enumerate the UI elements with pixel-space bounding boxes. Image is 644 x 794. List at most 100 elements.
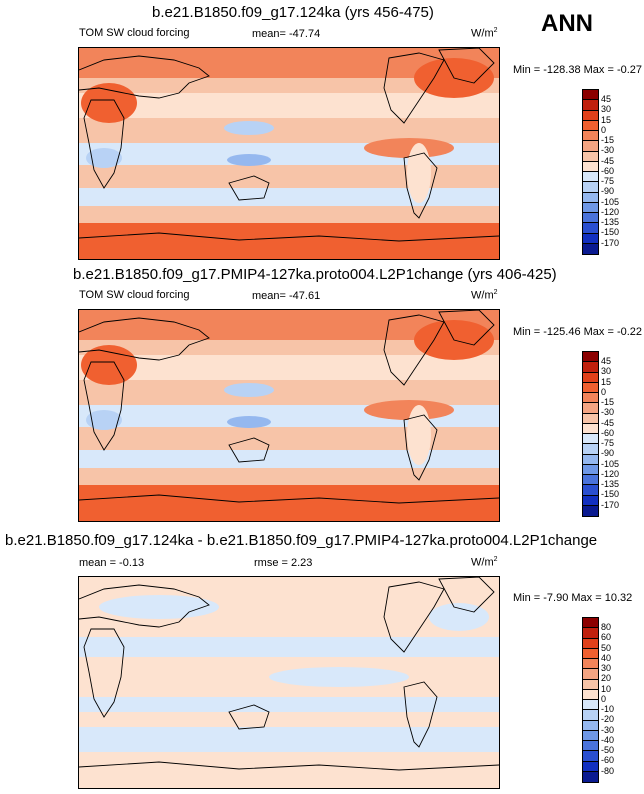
panel-3-colorbar-swatch	[583, 730, 598, 741]
panel-3-colorbar-label: 80	[601, 622, 612, 632]
panel-1-minmax: Min = -128.38 Max = -0.27	[513, 64, 643, 76]
panel-3-colorbar-label: -80	[601, 766, 615, 776]
panel-3-colorbar-label: 40	[601, 653, 612, 663]
panel-2-colorbar-swatch	[583, 423, 598, 434]
panel-3-colorbar-swatch	[583, 648, 598, 659]
panel-3-colorbar-label: -20	[601, 714, 615, 724]
panel-1-colorbar-swatch	[583, 182, 598, 193]
panel-3-minmax: Min = -7.90 Max = 10.32	[513, 592, 633, 604]
panel-3-colorbar-label: 10	[601, 684, 612, 694]
panel-2-colorbar-label: -75	[601, 438, 615, 448]
panel-1-colorbar-swatch	[583, 151, 598, 162]
panel-2-colorbar-label: -45	[601, 418, 615, 428]
panel-1-colorbar-swatch	[583, 110, 598, 121]
panel-2-colorbar-label: 45	[601, 356, 612, 366]
panel-1-units: W/m2	[471, 27, 498, 40]
panel-1-colorbar-label: -15	[601, 135, 615, 145]
panel-2-colorbar-swatch	[583, 413, 598, 424]
panel-2-colorbar	[582, 351, 599, 517]
panel-2-units: W/m2	[471, 289, 498, 302]
panel-2-colorbar-label: -60	[601, 428, 615, 438]
panel-2-map	[78, 309, 500, 522]
panel-2-colorbar-swatch	[583, 403, 598, 414]
panel-3-colorbar-label: -40	[601, 735, 615, 745]
panel-1-colorbar-label: -45	[601, 156, 615, 166]
panel-1-colorbar-label: -170	[601, 238, 620, 248]
panel-3-rmse: rmse = 2.23	[254, 557, 313, 569]
panel-3-colorbar-label: -60	[601, 755, 615, 765]
panel-2-colorbar-label: -30	[601, 407, 615, 417]
panel-1-colorbar-label: 30	[601, 104, 612, 114]
panel-3-colorbar-swatch	[583, 761, 598, 772]
panel-2-colorbar-label: -150	[601, 489, 620, 499]
panel-2-colorbar-label: -135	[601, 479, 620, 489]
panel-2-colorbar-swatch	[583, 393, 598, 404]
panel-2-colorbar-label: 0	[601, 387, 607, 397]
panel-1-colorbar-label: -135	[601, 217, 620, 227]
panel-3-units: W/m2	[471, 556, 498, 569]
panel-1-colorbar-label: -150	[601, 227, 620, 237]
panel-1-colorbar-label: -75	[601, 176, 615, 186]
panel-3-colorbar-swatch	[583, 741, 598, 752]
panel-2-colorbar-swatch	[583, 382, 598, 393]
panel-1-colorbar-swatch	[583, 243, 598, 254]
panel-3-colorbar	[582, 617, 599, 783]
panel-3-colorbar-swatch	[583, 689, 598, 700]
panel-1-colorbar-swatch	[583, 161, 598, 172]
panel-2-colorbar-swatch	[583, 495, 598, 506]
panel-2-colorbar-swatch	[583, 464, 598, 475]
panel-2-colorbar-label: 30	[601, 366, 612, 376]
panel-3-colorbar-swatch	[583, 720, 598, 731]
panel-3-colorbar-swatch	[583, 679, 598, 690]
panel-3-colorbar-label: 60	[601, 632, 612, 642]
panel-2-colorbar-label: 15	[601, 377, 612, 387]
panel-1-colorbar-swatch	[583, 202, 598, 213]
panel-1-colorbar-label: -120	[601, 207, 620, 217]
panel-2-colorbar-swatch	[583, 362, 598, 373]
panel-3-colorbar-swatch	[583, 659, 598, 670]
panel-2-colorbar-label: -105	[601, 459, 620, 469]
panel-2-left-label: TOM SW cloud forcing	[79, 289, 190, 301]
panel-1-colorbar-label: -60	[601, 166, 615, 176]
panel-1-colorbar-label: 15	[601, 115, 612, 125]
panel-3-colorbar-label: 20	[601, 673, 612, 683]
panel-1-title: b.e21.B1850.f09_g17.124ka (yrs 456-475)	[152, 4, 434, 21]
panel-1-map	[78, 47, 500, 260]
panel-1-colorbar-label: -105	[601, 197, 620, 207]
panel-1-colorbar-swatch	[583, 100, 598, 111]
panel-2-colorbar-swatch	[583, 475, 598, 486]
panel-1-colorbar-swatch	[583, 192, 598, 203]
panel-1-colorbar	[582, 89, 599, 255]
panel-1-colorbar-label: -90	[601, 186, 615, 196]
panel-2-title: b.e21.B1850.f09_g17.PMIP4-127ka.proto004…	[73, 266, 557, 283]
panel-3-colorbar-label: -30	[601, 725, 615, 735]
panel-1-colorbar-swatch	[583, 213, 598, 224]
panel-3-colorbar-swatch	[583, 700, 598, 711]
panel-1-colorbar-label: -30	[601, 145, 615, 155]
panel-1-colorbar-swatch	[583, 233, 598, 244]
panel-2-minmax: Min = -125.46 Max = -0.22	[513, 326, 643, 338]
panel-1-colorbar-swatch	[583, 120, 598, 131]
panel-1-colorbar-label: 0	[601, 125, 607, 135]
panel-2-colorbar-label: -90	[601, 448, 615, 458]
panel-2-colorbar-swatch	[583, 434, 598, 445]
panel-3-colorbar-label: 50	[601, 643, 612, 653]
panel-3-colorbar-label: 0	[601, 694, 607, 704]
panel-2-colorbar-swatch	[583, 352, 598, 363]
panel-1-mean: mean= -47.74	[252, 28, 321, 40]
panel-1-colorbar-swatch	[583, 223, 598, 234]
panel-1-colorbar-label: 45	[601, 94, 612, 104]
panel-1-colorbar-swatch	[583, 172, 598, 183]
season-label: ANN	[541, 10, 593, 37]
panel-3-colorbar-swatch	[583, 638, 598, 649]
panel-2-mean: mean= -47.61	[252, 290, 321, 302]
panel-1-left-label: TOM SW cloud forcing	[79, 27, 190, 39]
panel-3-colorbar-label: -50	[601, 745, 615, 755]
panel-3-colorbar-swatch	[583, 628, 598, 639]
panel-2-colorbar-swatch	[583, 505, 598, 516]
panel-2-colorbar-label: -120	[601, 469, 620, 479]
panel-2-colorbar-label: -170	[601, 500, 620, 510]
panel-2-colorbar-swatch	[583, 372, 598, 383]
panel-3-colorbar-swatch	[583, 669, 598, 680]
panel-3-map	[78, 576, 500, 789]
